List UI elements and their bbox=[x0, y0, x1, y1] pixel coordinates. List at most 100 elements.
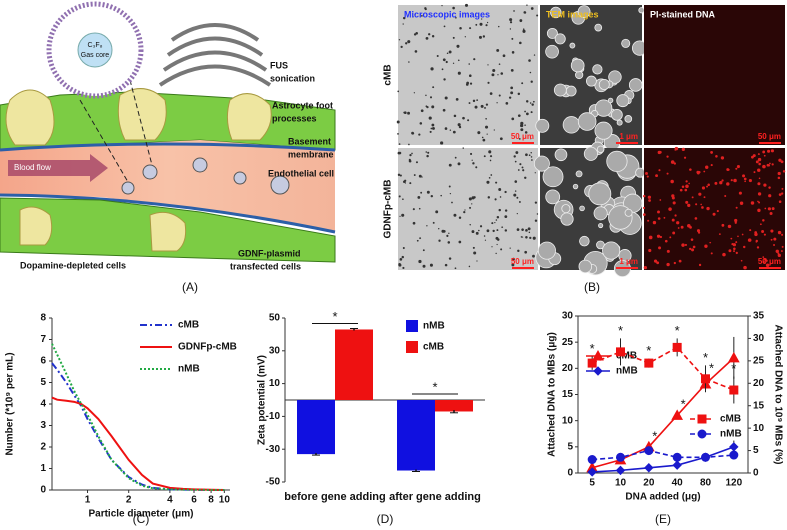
particle bbox=[483, 235, 486, 237]
dna-dot bbox=[762, 150, 766, 154]
particle bbox=[524, 124, 526, 126]
particle bbox=[521, 166, 524, 169]
particle bbox=[488, 176, 491, 179]
dna-dot bbox=[673, 261, 676, 265]
particle bbox=[520, 128, 524, 132]
diagram-label: Blood flow bbox=[14, 163, 51, 172]
particle bbox=[457, 59, 460, 62]
tick-label: 8 bbox=[208, 495, 214, 506]
particle bbox=[398, 143, 401, 145]
particle bbox=[488, 150, 492, 154]
particle bbox=[524, 176, 527, 180]
bubble-tem bbox=[554, 33, 566, 45]
panel-label: (D) bbox=[377, 512, 394, 526]
particle bbox=[493, 129, 495, 131]
dna-dot bbox=[733, 178, 737, 183]
marker bbox=[615, 465, 626, 476]
astrocytes bbox=[19, 206, 187, 252]
significance: * bbox=[432, 379, 437, 394]
scale-bar: 1 μm bbox=[619, 132, 638, 141]
tick-label: 20 bbox=[643, 478, 655, 489]
bubble-tem bbox=[624, 115, 633, 123]
bubble-tem bbox=[624, 208, 633, 217]
particle bbox=[438, 239, 441, 242]
particle bbox=[464, 3, 469, 7]
particle bbox=[424, 7, 427, 10]
dna-dot bbox=[666, 249, 670, 253]
particle bbox=[471, 159, 473, 161]
diagram-label: sonication bbox=[270, 73, 315, 83]
dna-dot bbox=[643, 265, 647, 270]
particle bbox=[405, 42, 408, 45]
particle bbox=[421, 15, 423, 17]
bubble-tem bbox=[606, 150, 628, 173]
dna-dot bbox=[781, 233, 784, 236]
particle bbox=[484, 106, 486, 109]
column-label: PI-stained DNA bbox=[650, 9, 716, 19]
dna-dot bbox=[780, 192, 784, 195]
dna-dot bbox=[763, 258, 767, 261]
dna-dot bbox=[759, 223, 762, 226]
legend-label: cMB bbox=[616, 351, 637, 362]
particle bbox=[486, 21, 489, 24]
particle bbox=[431, 35, 435, 38]
particle bbox=[436, 54, 439, 58]
particle bbox=[497, 74, 499, 76]
dna-dot bbox=[743, 177, 747, 181]
dna-dot bbox=[687, 203, 691, 208]
dna-dot bbox=[710, 151, 714, 154]
dna-dot bbox=[763, 233, 766, 236]
particle bbox=[402, 198, 404, 201]
particle bbox=[526, 4, 528, 6]
dna-dot bbox=[671, 196, 675, 200]
significance: * bbox=[709, 361, 714, 376]
series-line bbox=[51, 343, 225, 491]
dna-dot bbox=[730, 179, 733, 182]
scale-bar: 50 μm bbox=[758, 132, 781, 141]
tick-label: 2 bbox=[40, 442, 46, 453]
particle bbox=[454, 267, 457, 270]
dna-dot bbox=[670, 179, 674, 184]
marker bbox=[671, 409, 684, 420]
particle bbox=[398, 39, 401, 41]
dna-dot bbox=[765, 263, 770, 267]
bubble-tem bbox=[583, 146, 598, 161]
dna-dot bbox=[735, 167, 738, 170]
particle bbox=[522, 169, 525, 172]
dna-dot bbox=[657, 150, 661, 155]
particle bbox=[501, 226, 504, 229]
dna-dot bbox=[770, 238, 773, 241]
particle bbox=[511, 117, 515, 121]
particle bbox=[429, 263, 433, 267]
membrane-line bbox=[0, 142, 336, 152]
tick-label: 15 bbox=[562, 389, 574, 400]
bubble-tem bbox=[596, 145, 605, 154]
particle bbox=[453, 114, 457, 118]
particle bbox=[532, 100, 535, 103]
particle bbox=[475, 166, 478, 169]
particle bbox=[495, 236, 499, 240]
particle bbox=[510, 91, 514, 95]
dna-dot bbox=[721, 223, 725, 227]
bubble-tem bbox=[611, 109, 623, 121]
particle bbox=[428, 116, 432, 120]
dna-dot bbox=[762, 164, 766, 169]
bubble-tem bbox=[598, 78, 610, 90]
particle bbox=[477, 131, 481, 135]
particle bbox=[483, 155, 486, 158]
particle bbox=[430, 127, 433, 130]
particle bbox=[495, 252, 497, 255]
particle bbox=[454, 156, 457, 159]
particle bbox=[399, 258, 403, 261]
particle bbox=[479, 22, 483, 26]
particle bbox=[531, 159, 533, 161]
dna-dot bbox=[743, 265, 747, 270]
particle bbox=[425, 151, 428, 153]
dna-dot bbox=[672, 201, 676, 205]
bubble-tem bbox=[594, 121, 613, 140]
dna-dot bbox=[678, 259, 682, 263]
particle bbox=[419, 237, 422, 240]
dna-dot bbox=[698, 263, 702, 267]
particle bbox=[448, 257, 452, 260]
marker bbox=[701, 452, 710, 462]
